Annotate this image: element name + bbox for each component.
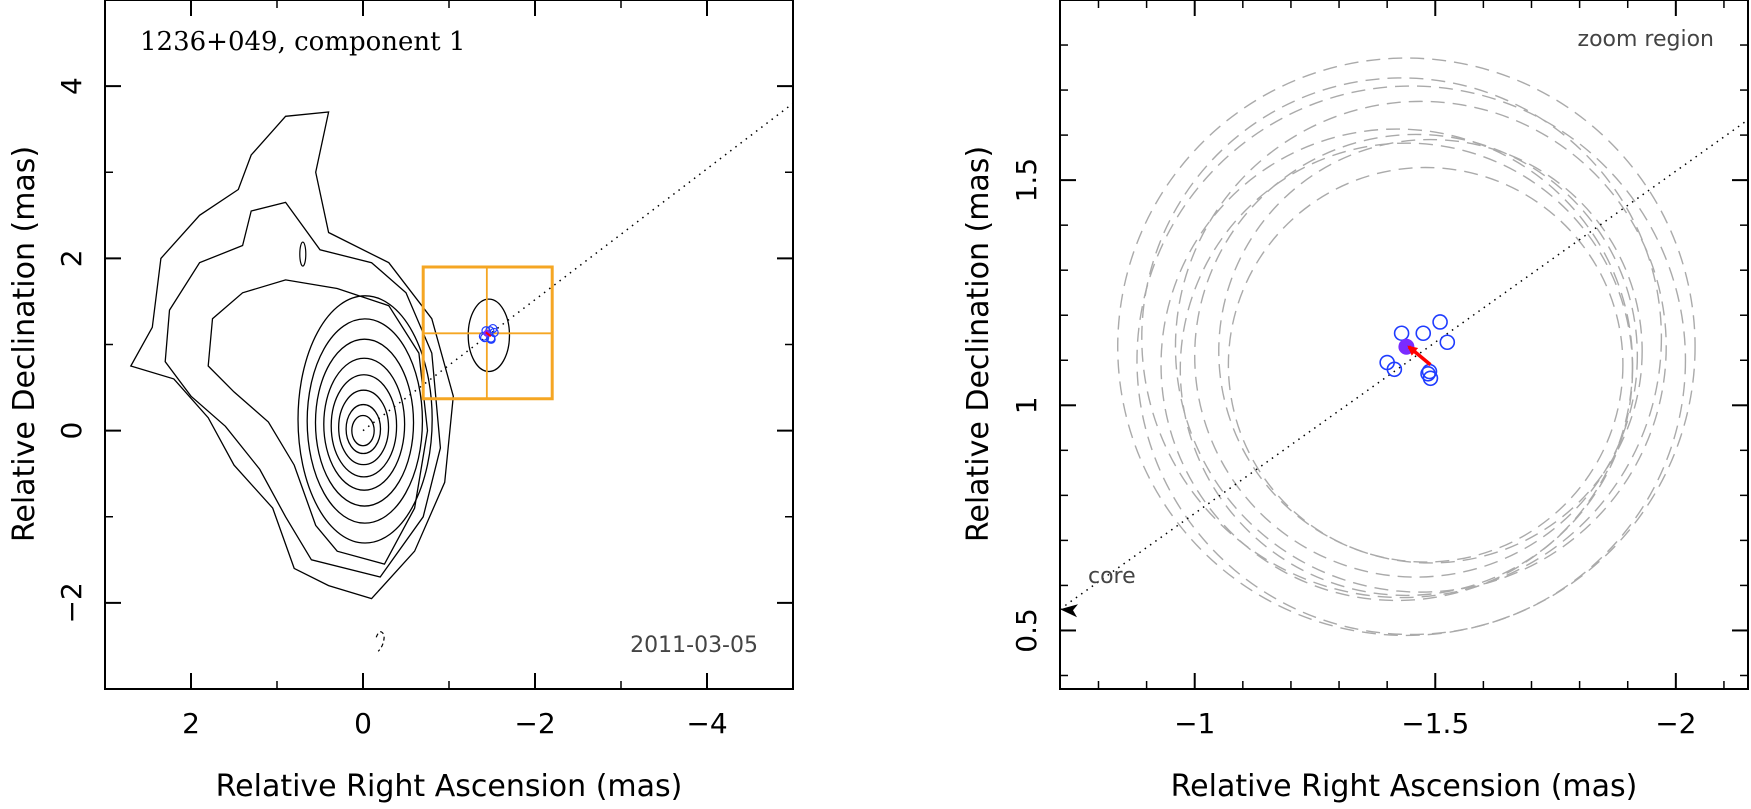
core-direction-arrow: [1060, 604, 1078, 618]
left-y-tick-label: 2: [55, 249, 88, 267]
left-x-tick-label: −2: [514, 707, 555, 740]
zoom-plot-area: core: [1060, 57, 1748, 637]
core-contour: [351, 414, 375, 447]
epoch-position-marker: [1393, 325, 1410, 342]
motion-arrow-small: [485, 331, 492, 338]
epoch-position-marker: [1439, 334, 1456, 351]
left-x-tick-label: 2: [182, 707, 200, 740]
uncertainty-circle: [1179, 142, 1634, 597]
epoch-position-marker: [1422, 370, 1439, 387]
right-x-tick-label: −1: [1174, 707, 1215, 740]
zoom-region-label: zoom region: [1578, 27, 1714, 52]
core-contour: [306, 318, 424, 524]
uncertainty-circle: [1160, 128, 1634, 602]
uncertainty-circle: [1117, 57, 1696, 637]
left-axes-frame: [104, 0, 794, 690]
epoch-marker-small: [488, 323, 498, 334]
core-contour: [345, 403, 382, 455]
outer-contour-1: [129, 111, 454, 600]
left-y-tick-label: 4: [55, 77, 88, 95]
left-y-tick-label: −2: [55, 582, 88, 623]
epoch-date: 2011-03-05: [630, 633, 758, 658]
core-contour: [297, 295, 433, 544]
component-contour: [467, 298, 511, 373]
right-y-tick-label: 0.5: [1010, 608, 1043, 653]
outer-contour-2: [164, 201, 442, 578]
left-x-tick-label: 0: [354, 707, 372, 740]
negative-contour: [375, 631, 385, 652]
outer-contour-3: [207, 279, 429, 565]
right-y-tick-label: 1: [1010, 396, 1043, 414]
left-y-tick-label: 0: [55, 422, 88, 440]
uncertainty-circle: [1174, 100, 1667, 593]
uncertainty-circle: [1136, 85, 1687, 636]
core-contour: [314, 338, 415, 507]
right-ticks: −1 −1.5 −2 0.5 1 1.5: [1010, 0, 1748, 740]
left-x-tick-label: −4: [686, 707, 727, 740]
map-title: 1236+049, component 1: [140, 27, 465, 57]
epoch-marker-small: [486, 333, 496, 343]
uncertainty-circle: [1141, 77, 1663, 599]
right-x-tick-label: −1.5: [1401, 707, 1469, 740]
core-contour: [323, 357, 406, 491]
core-contour: [338, 389, 390, 466]
left-x-axis-label: Relative Right Ascension (mas): [216, 769, 683, 804]
uncertainty-circle: [1194, 133, 1639, 578]
core-label: core: [1088, 564, 1136, 589]
right-x-axis-label: Relative Right Ascension (mas): [1171, 769, 1638, 804]
right-y-axis-label: Relative Declination (mas): [961, 146, 996, 542]
uncertainty-circle: [1218, 138, 1643, 564]
contour-map-panel: 2 0 −2 −4 −2 0 2 4 1236+049, component 1 2011-0…: [7, 0, 794, 804]
isolated-contour: [299, 241, 307, 267]
left-y-axis-label: Relative Declination (mas): [7, 146, 42, 542]
motion-arrow: [1407, 345, 1432, 367]
epoch-position-marker: [1386, 361, 1403, 378]
current-position-marker: [1398, 338, 1415, 355]
zoom-region-panel: core −1 −1.5 −2 0.5 1 1.5 zoom region Relativ…: [961, 0, 1749, 804]
jet-direction-line-zoom: [1060, 119, 1748, 610]
epoch-position-marker: [1432, 314, 1448, 330]
epoch-position-marker: [1415, 325, 1432, 342]
uncertainty-circle: [1227, 166, 1624, 563]
contour-plot-area: [129, 102, 793, 652]
right-axes-frame: [1059, 0, 1749, 690]
core-contour: [330, 374, 398, 478]
right-x-tick-label: −2: [1655, 707, 1696, 740]
left-ticks: 2 0 −2 −4 −2 0 2 4: [55, 0, 794, 740]
right-y-tick-label: 1.5: [1010, 158, 1043, 203]
